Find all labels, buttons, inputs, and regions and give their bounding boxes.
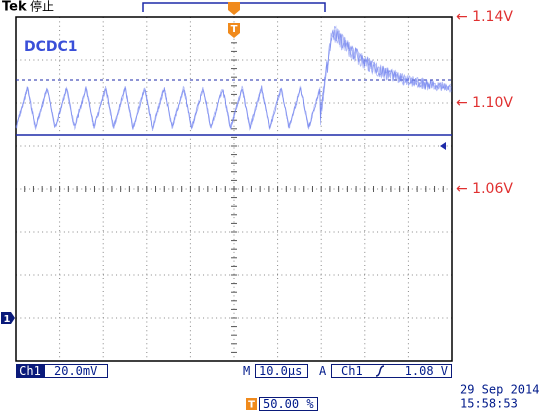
channel: Ch1: [19, 364, 41, 378]
trigger-marker-label: T: [231, 24, 238, 35]
brand: Tek: [2, 0, 27, 15]
graticule-border: [15, 16, 453, 362]
channel-label: DCDC1: [24, 39, 78, 55]
trigger-slope: [375, 365, 385, 377]
position-marker: T: [248, 400, 255, 411]
time-label: M: [243, 364, 250, 378]
time-scale: 10.0µs: [259, 364, 302, 378]
trace: [15, 28, 452, 130]
scale-box: [44, 364, 108, 378]
time-box: [255, 364, 308, 378]
status: 停止: [30, 0, 54, 14]
time: 15:58:53: [460, 397, 518, 411]
trigger-box: [331, 364, 452, 378]
position-box: [259, 397, 318, 411]
position-marker-box: [246, 398, 257, 410]
date: 29 Sep 2014: [460, 383, 539, 397]
trigger-position-marker: [228, 2, 240, 15]
annotation: ← 1.06V: [456, 181, 513, 197]
annotation: ← 1.10V: [456, 95, 513, 111]
trigger-mode: A: [319, 364, 327, 378]
waveform: [15, 25, 452, 131]
annotation: ← 1.14V: [456, 9, 513, 25]
channel-marker-label: 1: [4, 314, 11, 325]
trigger-marker: [228, 23, 240, 38]
vertical-scale: 20.0mV: [54, 364, 97, 378]
channel-marker: [1, 312, 15, 324]
trigger-level: 1.08 V: [405, 364, 448, 378]
graticule: [15, 16, 452, 361]
trigger-channel: Ch1: [341, 364, 363, 378]
position: 50.00 %: [263, 397, 314, 411]
trigger-level-arrow: [440, 142, 446, 150]
channel-box: [16, 364, 44, 378]
